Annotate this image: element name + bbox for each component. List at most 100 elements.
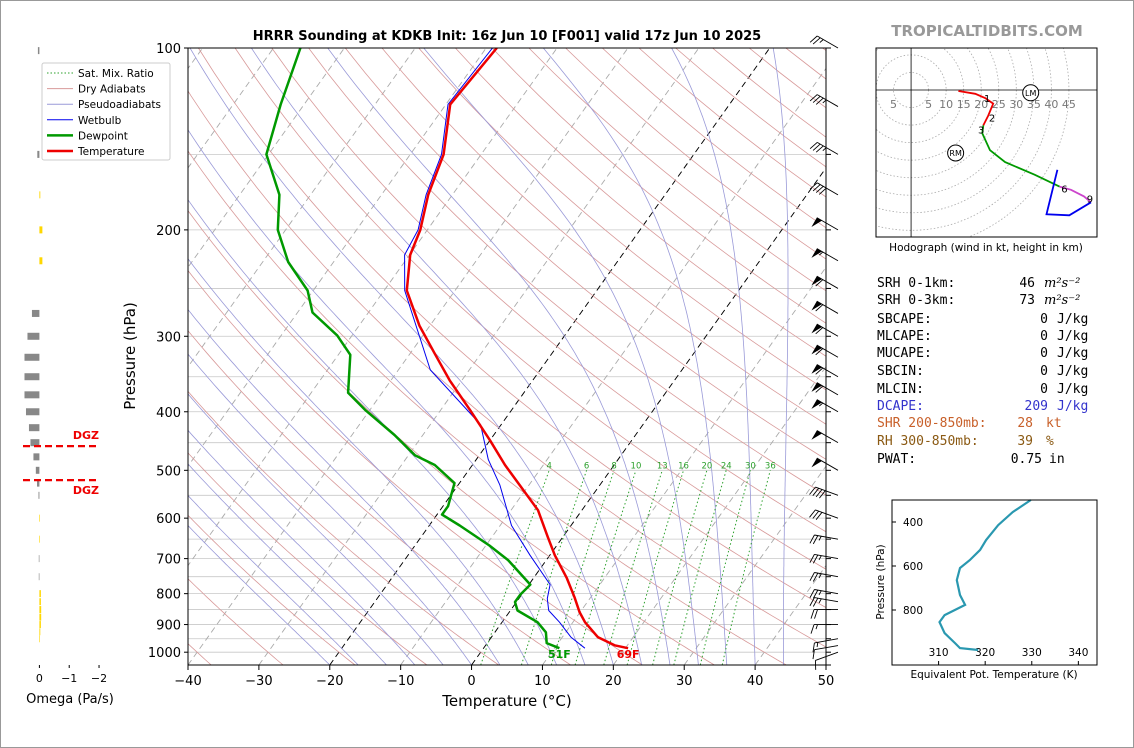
- storm-motion-marker: [1022, 84, 1040, 102]
- stat-value: 39: [1017, 434, 1033, 449]
- ring-label: 25: [992, 98, 1006, 111]
- pseudoadiabat: [188, 258, 529, 665]
- wind-barb: [812, 638, 839, 653]
- dry-adiabat: [188, 150, 787, 665]
- ring-label: 5: [890, 98, 897, 111]
- omega-bar: [39, 598, 41, 606]
- wind-barb: [811, 344, 839, 358]
- pseudoadiabat: [188, 129, 586, 665]
- mixing-ratio-label: 8: [611, 461, 616, 471]
- dry-adiabat: [344, 48, 826, 460]
- theta-e-y-label: Pressure (hPa): [875, 544, 887, 619]
- skewt-plot: 4 6 8 10 13 16 20 24 30 36: [188, 48, 826, 665]
- wind-barb: [809, 94, 839, 107]
- omega-bar: [39, 191, 41, 199]
- dry-adiabat: [188, 269, 643, 665]
- stat-unit: %: [1046, 434, 1054, 449]
- profile-line: [405, 48, 629, 650]
- mixing-ratio-label: 6: [584, 461, 589, 471]
- mixing-ratio-line: [721, 470, 771, 665]
- dry-adiabat: [418, 48, 826, 391]
- omega-bar: [39, 226, 43, 234]
- stat-unit: J/kg: [1057, 382, 1088, 397]
- pseudoadiabat: [327, 48, 671, 665]
- stat-label: SHR 200-850mb:: [877, 416, 987, 431]
- hodograph-line: [958, 90, 995, 126]
- pseudoadiabat: [423, 48, 699, 665]
- wind-barb: [809, 534, 839, 545]
- omega-bar: [24, 391, 40, 399]
- stat-value: 0: [1040, 329, 1048, 344]
- x-tick-label: −20: [316, 674, 343, 689]
- omega-panel: 0 −1 −2 DGZ DGZ: [23, 47, 107, 685]
- omega-x-tick-label: 0: [36, 672, 43, 685]
- hodograph-line: [1059, 185, 1092, 203]
- dry-adiabat: [198, 48, 826, 609]
- mixing-ratio-label: 24: [721, 461, 732, 471]
- pseudoadiabat: [188, 524, 331, 665]
- isotherm: [400, 67, 826, 665]
- legend: Sat. Mix. Ratio Dry Adiabats Pseudoadiabat…: [41, 62, 171, 161]
- y-tick-label: 400: [156, 406, 181, 421]
- chart-title: HRRR Sounding at KDKB Init: 16z Jun 10 […: [253, 29, 761, 44]
- omega-x-tick-label: −1: [61, 672, 77, 685]
- mixing-ratio-label: 20: [701, 461, 712, 471]
- y-tick-label: 1000: [148, 646, 181, 661]
- stat-unit: J/kg: [1057, 399, 1088, 414]
- dry-adiabat: [271, 48, 826, 533]
- omega-bar: [24, 353, 40, 361]
- wind-barb: [811, 300, 839, 314]
- omega-bar: [38, 573, 40, 581]
- y-tick-label: 500: [156, 464, 181, 479]
- storm-motion-label: RM: [949, 149, 962, 158]
- dry-adiabat: [188, 390, 499, 665]
- omega-bar: [30, 439, 40, 447]
- stat-label: MLCIN:: [877, 382, 924, 397]
- stat-unit: in: [1049, 452, 1065, 467]
- stats-table: SRH 0-1km: 46 m²s⁻² SRH 0-3km: 73 m²s⁻² SBCAPE…: [877, 276, 1088, 467]
- stat-unit: J/kg: [1057, 346, 1088, 361]
- omega-x-tick-label: −2: [91, 672, 107, 685]
- mixing-ratio-label: 4: [547, 461, 552, 471]
- isotherm: [188, 48, 487, 467]
- stat-label: MLCAPE:: [877, 329, 932, 344]
- omega-bar: [37, 150, 40, 158]
- wind-barb: [811, 323, 839, 337]
- theta-x-tick-label: 340: [1068, 647, 1088, 659]
- theta-x-tick-label: 310: [929, 647, 949, 659]
- omega-bar: [39, 613, 42, 621]
- x-axis-label: Temperature (°C): [441, 692, 571, 710]
- stat-value: 0: [1040, 382, 1048, 397]
- isotherm: [188, 48, 416, 368]
- dry-adiabat: [188, 452, 428, 665]
- x-tick-label: −40: [174, 674, 201, 689]
- theta-e-panel: 310 320 330 340 400 600 800: [892, 499, 1088, 665]
- omega-bar: [25, 408, 40, 416]
- y-tick-label: 600: [156, 512, 181, 527]
- pseudoadiabat: [189, 48, 614, 665]
- wind-barb: [809, 182, 839, 196]
- dry-adiabat: [234, 48, 826, 570]
- y-tick-label: 100: [156, 42, 181, 57]
- hodograph-overlay: 1 23 6 9 LM RM: [947, 84, 1093, 206]
- omega-label: Omega (Pa/s): [26, 692, 114, 707]
- x-tick-label: 50: [818, 674, 835, 689]
- pseudoadiabat: [188, 494, 359, 665]
- hodograph-caption: Hodograph (wind in kt, height in km): [889, 242, 1083, 254]
- omega-bar: [24, 373, 40, 381]
- stat-unit: kt: [1046, 416, 1062, 431]
- omega-bar: [39, 606, 42, 614]
- surface-label: 51F: [548, 648, 571, 661]
- dry-adiabat: [308, 48, 826, 496]
- y-tick-label: 700: [156, 553, 181, 568]
- dry-adiabat: [188, 514, 356, 665]
- x-tick-label: −10: [387, 674, 414, 689]
- ring-label: 10: [939, 98, 953, 111]
- theta-e-x-label: Equivalent Pot. Temperature (K): [910, 669, 1077, 681]
- wind-barb: [811, 217, 839, 231]
- storm-motion-label: LM: [1025, 89, 1036, 98]
- omega-bar: [39, 628, 41, 636]
- y-tick-label: 800: [156, 588, 181, 603]
- stat-label: SRH 0-3km:: [877, 293, 955, 308]
